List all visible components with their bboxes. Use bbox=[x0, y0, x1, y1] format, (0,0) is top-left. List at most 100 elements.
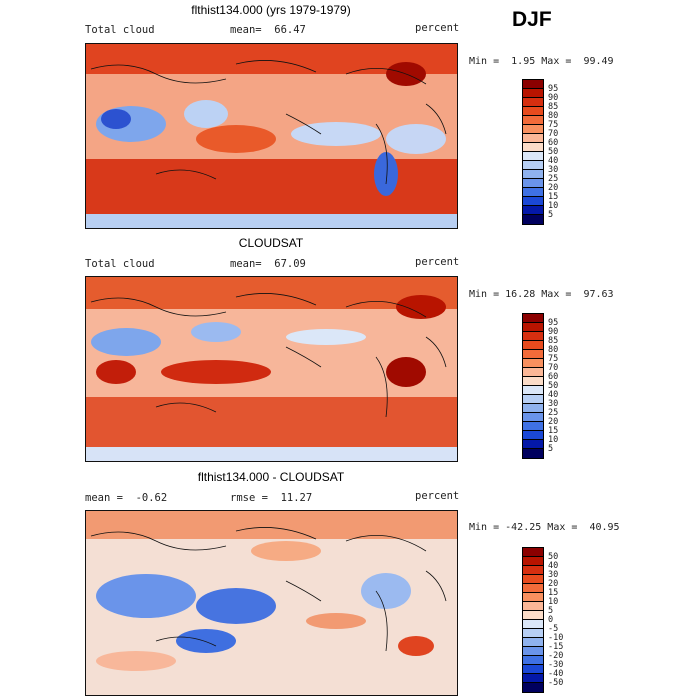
colorbar-swatch bbox=[523, 80, 543, 89]
panel-2-map-svg bbox=[86, 277, 457, 461]
colorbar-swatch bbox=[523, 350, 543, 359]
colorbar-swatch bbox=[523, 89, 543, 98]
colorbar-tick-label: 10 bbox=[548, 597, 559, 607]
colorbar-tick-label: 85 bbox=[548, 102, 559, 112]
panel-3-colorbar bbox=[522, 547, 544, 693]
panel-3-min-max: Min = -42.25 Max = 40.95 bbox=[469, 522, 620, 533]
panel-3-map-svg bbox=[86, 511, 457, 695]
colorbar-swatch bbox=[523, 440, 543, 449]
colorbar-tick-label: -15 bbox=[548, 642, 564, 652]
colorbar-swatch bbox=[523, 116, 543, 125]
colorbar-tick-label: 60 bbox=[548, 372, 559, 382]
colorbar-tick-label: 0 bbox=[548, 615, 554, 625]
panel-2-min-value: 16.28 bbox=[505, 289, 536, 300]
colorbar-swatch bbox=[523, 593, 543, 602]
colorbar-swatch bbox=[523, 179, 543, 188]
panel-1-map-svg bbox=[86, 44, 457, 228]
colorbar-tick-label: 25 bbox=[548, 174, 559, 184]
colorbar-swatch bbox=[523, 143, 543, 152]
panel-1-variable-label: Total cloud bbox=[85, 24, 155, 36]
colorbar-swatch bbox=[523, 449, 543, 458]
colorbar-tick-label: 40 bbox=[548, 561, 559, 571]
colorbar-swatch bbox=[523, 314, 543, 323]
colorbar-swatch bbox=[523, 206, 543, 215]
colorbar-tick-label: 60 bbox=[548, 138, 559, 148]
colorbar-tick-label: 50 bbox=[548, 147, 559, 157]
panel-1-units: percent bbox=[415, 22, 460, 34]
panel-1-max-value: 99.49 bbox=[583, 56, 614, 67]
panel-3-map bbox=[85, 510, 458, 696]
panel-1-mean-value: 66.47 bbox=[274, 24, 306, 36]
colorbar-swatch bbox=[523, 107, 543, 116]
panel-3-units: percent bbox=[415, 490, 460, 502]
colorbar-tick-label: 90 bbox=[548, 327, 559, 337]
colorbar-tick-label: -10 bbox=[548, 633, 564, 643]
colorbar-swatch bbox=[523, 368, 543, 377]
colorbar-tick-label: 70 bbox=[548, 129, 559, 139]
colorbar-tick-label: 20 bbox=[548, 183, 559, 193]
colorbar-swatch bbox=[523, 413, 543, 422]
season-label: DJF bbox=[512, 8, 552, 31]
colorbar-swatch bbox=[523, 386, 543, 395]
panel-1-min-max: Min = 1.95 Max = 99.49 bbox=[469, 56, 614, 67]
colorbar-swatch bbox=[523, 431, 543, 440]
colorbar-swatch bbox=[523, 665, 543, 674]
colorbar-tick-label: 30 bbox=[548, 165, 559, 175]
colorbar-tick-label: 40 bbox=[548, 390, 559, 400]
panel-2-map bbox=[85, 276, 458, 462]
colorbar-tick-label: 75 bbox=[548, 120, 559, 130]
colorbar-swatch bbox=[523, 359, 543, 368]
colorbar-swatch bbox=[523, 656, 543, 665]
colorbar-swatch bbox=[523, 584, 543, 593]
colorbar-tick-label: 80 bbox=[548, 345, 559, 355]
colorbar-swatch bbox=[523, 377, 543, 386]
colorbar-tick-label: 10 bbox=[548, 435, 559, 445]
colorbar-tick-label: 10 bbox=[548, 201, 559, 211]
panel-2-units: percent bbox=[415, 256, 460, 268]
panel-2-title: CLOUDSAT bbox=[238, 236, 304, 250]
colorbar-tick-label: 70 bbox=[548, 363, 559, 373]
colorbar-swatch bbox=[523, 215, 543, 224]
panel-1-mean-label: mean= 66.47 bbox=[230, 24, 306, 36]
panel-3-rmse-value: 11.27 bbox=[280, 492, 313, 504]
colorbar-swatch bbox=[523, 575, 543, 584]
colorbar-tick-label: 30 bbox=[548, 399, 559, 409]
colorbar-swatch bbox=[523, 152, 543, 161]
colorbar-tick-label: 75 bbox=[548, 354, 559, 364]
panel-2-min-max: Min = 16.28 Max = 97.63 bbox=[469, 289, 614, 300]
colorbar-tick-label: 95 bbox=[548, 84, 559, 94]
colorbar-swatch bbox=[523, 170, 543, 179]
colorbar-swatch bbox=[523, 629, 543, 638]
colorbar-swatch bbox=[523, 620, 543, 629]
colorbar-tick-label: 15 bbox=[548, 588, 559, 598]
panel-3-min-value: -42.25 bbox=[505, 522, 542, 533]
colorbar-swatch bbox=[523, 674, 543, 683]
colorbar-tick-label: 15 bbox=[548, 426, 559, 436]
colorbar-swatch bbox=[523, 188, 543, 197]
colorbar-swatch bbox=[523, 683, 543, 692]
panel-1-title: flthist134.000 (yrs 1979-1979) bbox=[191, 3, 351, 17]
colorbar-swatch bbox=[523, 404, 543, 413]
panel-1-colorbar bbox=[522, 79, 544, 225]
panel-1-map bbox=[85, 43, 458, 229]
colorbar-swatch bbox=[523, 647, 543, 656]
colorbar-tick-label: 20 bbox=[548, 417, 559, 427]
colorbar-tick-label: 50 bbox=[548, 381, 559, 391]
colorbar-swatch bbox=[523, 602, 543, 611]
panel-1-min-value: 1.95 bbox=[511, 56, 536, 67]
colorbar-tick-label: -5 bbox=[548, 624, 559, 634]
panel-3-rmse-label: rmse = 11.27 bbox=[230, 492, 313, 504]
colorbar-swatch bbox=[523, 566, 543, 575]
panel-3-title: flthist134.000 - CLOUDSAT bbox=[197, 470, 345, 484]
colorbar-swatch bbox=[523, 197, 543, 206]
panel-2-colorbar bbox=[522, 313, 544, 459]
colorbar-tick-label: 85 bbox=[548, 336, 559, 346]
colorbar-swatch bbox=[523, 611, 543, 620]
colorbar-tick-label: 15 bbox=[548, 192, 559, 202]
colorbar-tick-label: 95 bbox=[548, 318, 559, 328]
colorbar-tick-label: -40 bbox=[548, 669, 564, 679]
colorbar-tick-label: 5 bbox=[548, 606, 554, 616]
panel-2-mean-label: mean= 67.09 bbox=[230, 258, 306, 270]
colorbar-tick-label: 25 bbox=[548, 408, 559, 418]
colorbar-swatch bbox=[523, 548, 543, 557]
